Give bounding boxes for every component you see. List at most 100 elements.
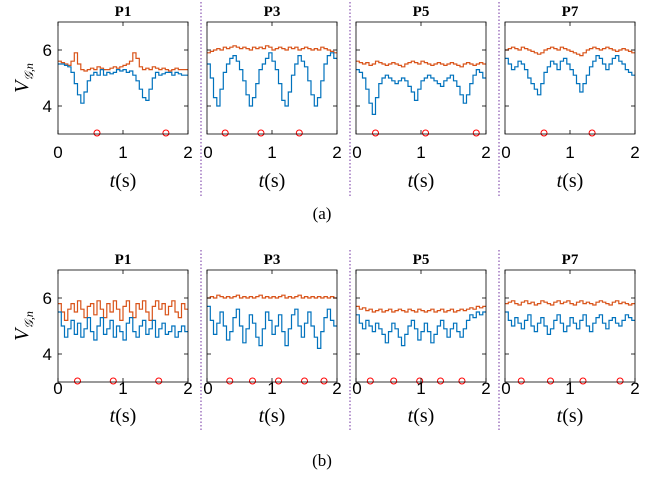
x-tick-label: 0: [501, 379, 510, 398]
x-tick-label: 2: [481, 379, 490, 398]
subplot-a-P1: P1 0 1 2 4 6 t(s): [43, 4, 193, 192]
x-tick-label: 0: [203, 143, 212, 162]
x-tick-label: 1: [416, 143, 425, 162]
x-tick-label: 2: [183, 143, 192, 162]
lower-series-line: [207, 52, 337, 107]
x-tick-label: 1: [565, 379, 574, 398]
subplot-b-P1: P1 0 1 2 4 6 t(s): [43, 252, 193, 427]
event-marker: [295, 129, 303, 137]
event-marker: [93, 129, 101, 137]
x-tick-label: 1: [267, 379, 276, 398]
x-axis-label: t(s): [408, 170, 435, 192]
x-tick-label: 1: [118, 379, 127, 398]
event-marker: [74, 377, 81, 385]
x-axis-label-var: t: [408, 405, 414, 427]
event-marker: [579, 377, 587, 385]
x-tick-label: 1: [416, 379, 425, 398]
axes-box: [504, 21, 636, 135]
x-axis-label-var: t: [259, 405, 265, 427]
event-marker: [226, 377, 234, 385]
event-marker: [257, 129, 265, 137]
subplot-title: P3: [264, 4, 281, 20]
event-marker: [588, 129, 596, 137]
x-tick-label: 0: [501, 143, 510, 162]
event-marker: [301, 377, 308, 385]
subplot-b-P5: P5 0 1 2 t(s): [352, 252, 490, 427]
x-tick-label: 1: [267, 143, 276, 162]
x-axis-label: t(s): [110, 170, 137, 192]
y-axis-label-var: V: [11, 78, 33, 93]
x-axis-label: t(s): [110, 405, 137, 427]
x-tick-label: 2: [630, 379, 639, 398]
x-axis-label: t(s): [259, 170, 286, 192]
event-marker: [366, 377, 374, 385]
x-tick-label: 0: [53, 379, 62, 398]
subplot-a-P3: P3 0 1 2 t(s): [203, 4, 341, 192]
y-axis-label-subscript: 𝒢,n: [22, 311, 36, 329]
lower-series-line: [505, 311, 635, 335]
subplot-title: P5: [413, 4, 430, 20]
x-axis-label-unit: (s): [413, 405, 434, 427]
event-marker: [249, 377, 256, 385]
x-tick-label: 0: [352, 143, 361, 162]
x-tick-label: 1: [565, 143, 574, 162]
event-marker: [472, 129, 480, 137]
x-axis-label: t(s): [408, 405, 435, 427]
x-tick-label: 2: [332, 143, 341, 162]
y-axis-label: V𝒢,n: [11, 311, 36, 341]
subplot-b-P7: P7 0 1 2 t(s): [501, 252, 639, 427]
y-axis-label-subscript: 𝒢,n: [22, 63, 36, 81]
upper-series-line: [207, 45, 337, 54]
x-tick-label: 0: [203, 379, 212, 398]
lower-series-line: [207, 305, 337, 349]
upper-series-line: [356, 305, 486, 313]
x-tick-label: 1: [118, 143, 127, 162]
x-axis-label-unit: (s): [413, 170, 434, 192]
x-axis-label-unit: (s): [115, 405, 136, 427]
y-tick-label: 4: [43, 345, 52, 364]
x-tick-label: 2: [630, 143, 639, 162]
event-marker: [109, 377, 117, 385]
caption-b: (b): [312, 451, 332, 470]
lower-series-line: [58, 63, 188, 104]
x-tick-label: 0: [352, 379, 361, 398]
event-marker: [517, 377, 525, 385]
x-axis-label: t(s): [259, 405, 286, 427]
subplot-title: P1: [115, 252, 132, 268]
y-tick-label: 6: [43, 289, 52, 308]
event-marker: [372, 129, 379, 137]
lower-series-line: [356, 311, 486, 347]
x-tick-label: 2: [332, 379, 341, 398]
subplot-title: P3: [264, 252, 281, 268]
x-tick-label: 2: [183, 379, 192, 398]
x-axis-label: t(s): [557, 405, 584, 427]
x-axis-label-var: t: [110, 170, 116, 192]
event-marker: [390, 377, 398, 385]
event-marker: [437, 377, 444, 385]
x-axis-label-unit: (s): [562, 170, 583, 192]
axes-box: [57, 21, 189, 135]
upper-series-line: [356, 60, 486, 68]
subplot-title: P1: [115, 4, 132, 20]
subplot-title: P7: [562, 4, 579, 20]
upper-series-line: [58, 300, 188, 321]
event-marker: [616, 377, 624, 385]
x-axis-label-unit: (s): [115, 170, 136, 192]
x-axis-label-unit: (s): [562, 405, 583, 427]
x-axis-label-var: t: [557, 170, 563, 192]
x-axis-label-var: t: [110, 405, 116, 427]
subplot-a-P7: P7 0 1 2 t(s): [501, 4, 639, 192]
x-axis-label-var: t: [408, 170, 414, 192]
axes-box: [355, 21, 487, 135]
upper-series-line: [207, 294, 337, 299]
upper-series-line: [58, 52, 188, 72]
lower-series-line: [58, 311, 188, 341]
y-tick-label: 4: [43, 97, 52, 116]
y-tick-label: 6: [43, 41, 52, 60]
subplot-title: P5: [413, 252, 430, 268]
event-marker: [422, 129, 430, 137]
subplot-title: P7: [562, 252, 579, 268]
